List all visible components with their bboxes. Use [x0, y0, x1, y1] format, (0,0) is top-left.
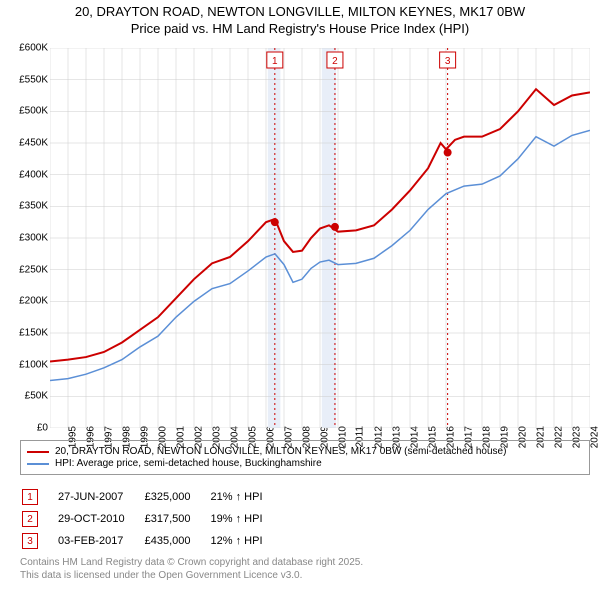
- svg-text:3: 3: [445, 56, 451, 67]
- legend-swatch-icon: [27, 463, 49, 465]
- table-row: 2 29-OCT-2010 £317,500 19% ↑ HPI: [22, 509, 281, 529]
- marker-badge: 3: [22, 533, 38, 549]
- y-tick-label: £600K: [19, 43, 48, 54]
- marker-date: 27-JUN-2007: [58, 487, 143, 507]
- title-line-2: Price paid vs. HM Land Registry's House …: [131, 21, 469, 36]
- marker-price: £317,500: [145, 509, 209, 529]
- y-tick-label: £500K: [19, 106, 48, 117]
- y-tick-label: £400K: [19, 169, 48, 180]
- chart-svg: 1 2 3: [50, 48, 590, 428]
- markers-table: 1 27-JUN-2007 £325,000 21% ↑ HPI 2 29-OC…: [20, 485, 283, 553]
- footer-line: Contains HM Land Registry data © Crown c…: [20, 557, 363, 568]
- y-tick-label: £50K: [25, 391, 48, 402]
- y-tick-label: £450K: [19, 138, 48, 149]
- y-tick-label: £300K: [19, 233, 48, 244]
- table-row: 1 27-JUN-2007 £325,000 21% ↑ HPI: [22, 487, 281, 507]
- y-tick-label: £0: [37, 423, 48, 434]
- marker-badge: 1: [22, 489, 38, 505]
- svg-text:2: 2: [332, 56, 338, 67]
- footer-line: This data is licensed under the Open Gov…: [20, 570, 302, 581]
- footer-attribution: Contains HM Land Registry data © Crown c…: [20, 556, 363, 582]
- marker-delta: 21% ↑ HPI: [211, 487, 281, 507]
- marker-badge: 2: [22, 511, 38, 527]
- chart-container: 20, DRAYTON ROAD, NEWTON LONGVILLE, MILT…: [0, 0, 600, 590]
- marker-delta: 19% ↑ HPI: [211, 509, 281, 529]
- y-tick-label: £350K: [19, 201, 48, 212]
- y-tick-label: £150K: [19, 328, 48, 339]
- marker-date: 29-OCT-2010: [58, 509, 143, 529]
- legend: 20, DRAYTON ROAD, NEWTON LONGVILLE, MILT…: [20, 440, 590, 475]
- marker-price: £325,000: [145, 487, 209, 507]
- legend-label: 20, DRAYTON ROAD, NEWTON LONGVILLE, MILT…: [55, 446, 506, 457]
- marker-price: £435,000: [145, 531, 209, 551]
- y-tick-label: £250K: [19, 264, 48, 275]
- marker-delta: 12% ↑ HPI: [211, 531, 281, 551]
- svg-text:1: 1: [272, 56, 278, 67]
- legend-swatch-icon: [27, 451, 49, 453]
- table-row: 3 03-FEB-2017 £435,000 12% ↑ HPI: [22, 531, 281, 551]
- y-tick-label: £550K: [19, 74, 48, 85]
- legend-item: 20, DRAYTON ROAD, NEWTON LONGVILLE, MILT…: [27, 446, 583, 457]
- chart-plot-area: 1 2 3: [50, 48, 590, 428]
- chart-title: 20, DRAYTON ROAD, NEWTON LONGVILLE, MILT…: [0, 0, 600, 38]
- marker-date: 03-FEB-2017: [58, 531, 143, 551]
- x-tick-label: 2024: [589, 426, 600, 448]
- y-tick-label: £100K: [19, 359, 48, 370]
- title-line-1: 20, DRAYTON ROAD, NEWTON LONGVILLE, MILT…: [75, 4, 525, 19]
- legend-item: HPI: Average price, semi-detached house,…: [27, 458, 583, 469]
- legend-label: HPI: Average price, semi-detached house,…: [55, 458, 322, 469]
- y-tick-label: £200K: [19, 296, 48, 307]
